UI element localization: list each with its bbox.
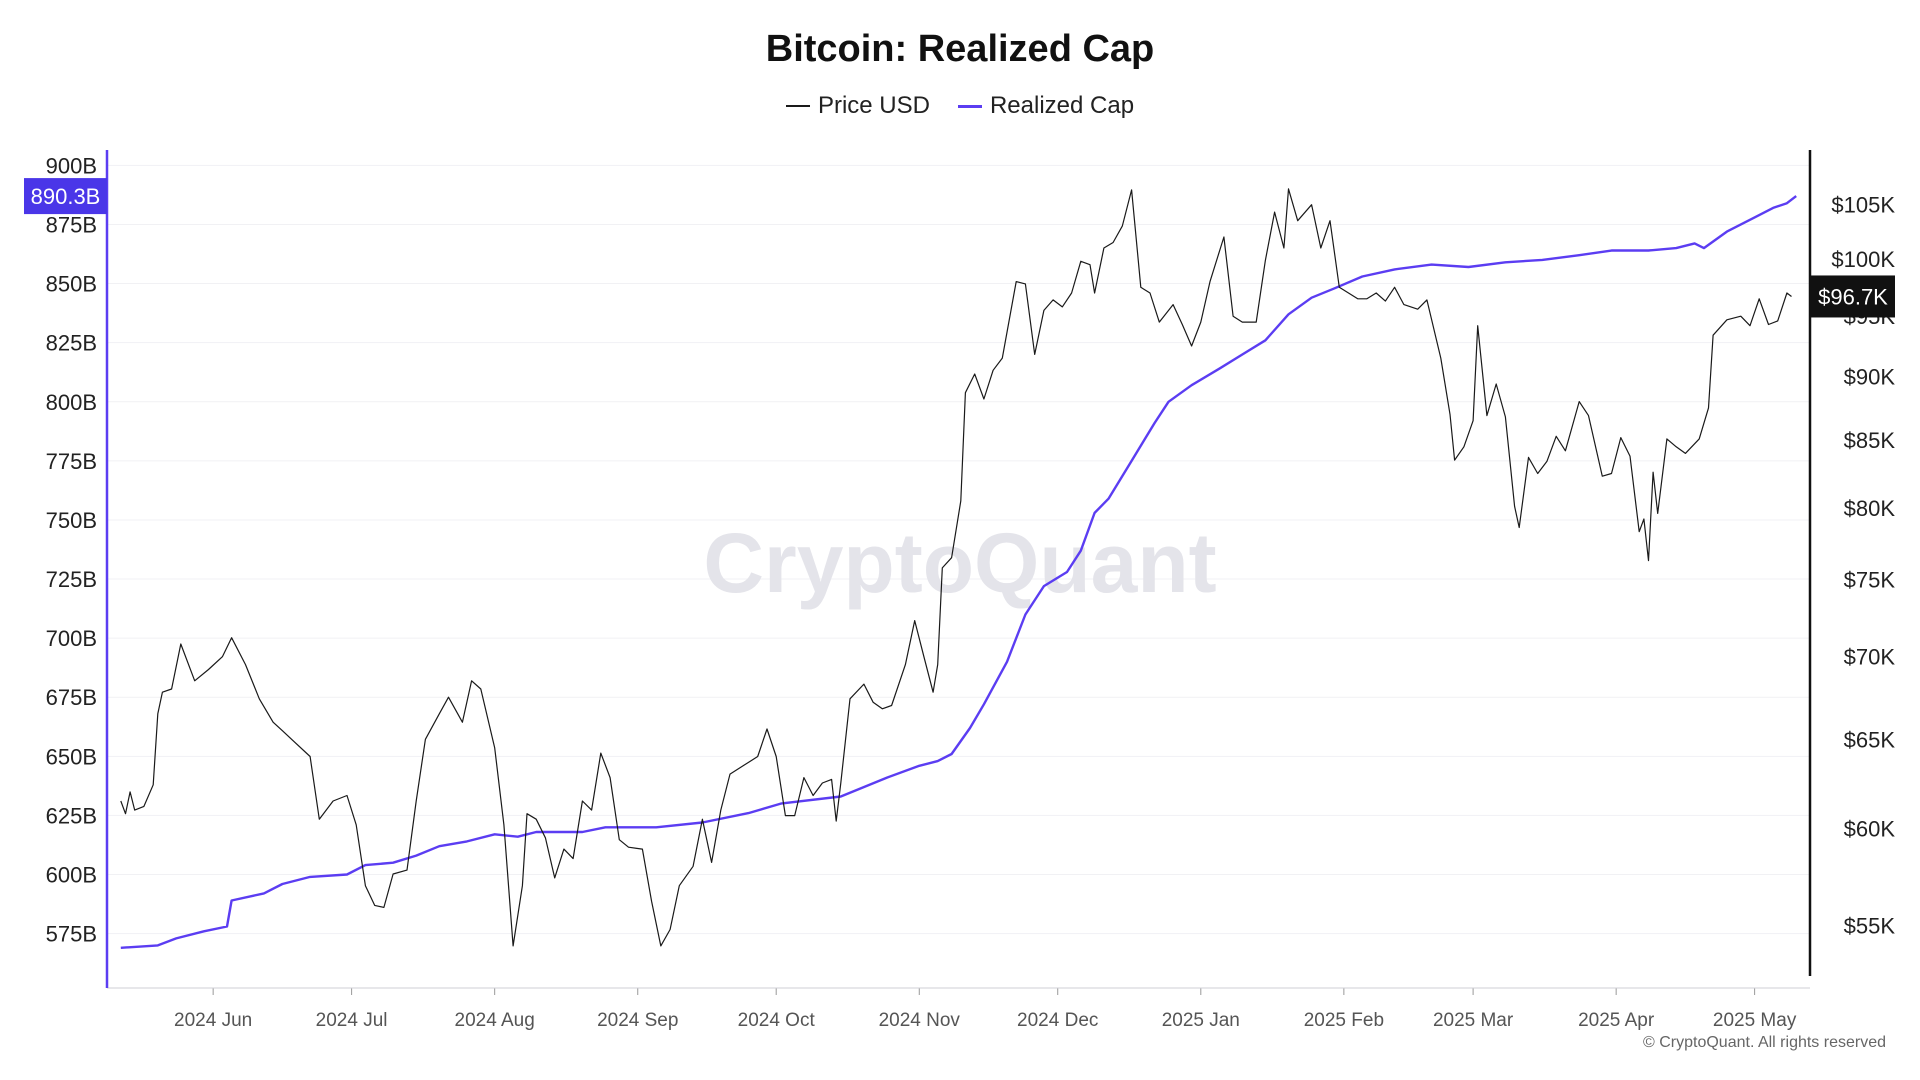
x-tick-label: 2024 Nov	[879, 1010, 961, 1031]
legend-item-price[interactable]: Price USD	[785, 92, 930, 120]
y-left-tick-label: 850B	[46, 272, 97, 297]
y-right-tick-label: $105K	[1831, 193, 1895, 218]
x-tick-label: 2025 Mar	[1433, 1010, 1514, 1031]
x-tick-label: 2024 Oct	[738, 1010, 816, 1031]
watermark: CryptoQuant	[703, 516, 1216, 610]
legend-item-cap[interactable]: Realized Cap	[957, 92, 1135, 120]
y-right-tick-label: $90K	[1844, 365, 1896, 390]
y-left-tick-label: 775B	[46, 449, 97, 474]
y-right-tick-label: $85K	[1844, 428, 1896, 453]
chart-title: Bitcoin: Realized Cap	[765, 28, 1155, 70]
y-right-tick-label: $65K	[1844, 727, 1896, 752]
y-right-tick-label: $80K	[1844, 496, 1896, 521]
y-left-tick-label: 675B	[46, 685, 97, 710]
y-left-tick-label: 875B	[46, 212, 97, 237]
y-left-tick-label: 600B	[46, 863, 97, 888]
value-badges: 890.3B $96.7K	[24, 178, 1895, 318]
legend-swatch-cap	[957, 104, 982, 108]
y-left-tick-label: 575B	[46, 922, 97, 947]
y-right-tick-label: $70K	[1844, 645, 1896, 670]
x-tick-label: 2024 Dec	[1017, 1010, 1098, 1031]
y-left-tick-label: 700B	[46, 626, 97, 651]
legend-swatch-price	[785, 105, 810, 107]
cap-badge-bg	[24, 178, 107, 215]
cap-current-value-label: 890.3B	[31, 184, 101, 209]
series-line-price-usd	[120, 188, 1792, 947]
copyright-notice: © CryptoQuant. All rights reserved	[1643, 1034, 1886, 1051]
y-left-tick-label: 900B	[46, 153, 97, 178]
x-tick-label: 2024 Jun	[174, 1010, 252, 1031]
y-right-tick-label: $75K	[1844, 568, 1896, 593]
x-tick-label: 2024 Sep	[597, 1010, 678, 1031]
y-left-tick-label: 725B	[46, 567, 97, 592]
y-left-tick-label: 650B	[46, 744, 97, 769]
x-tick-label: 2024 Aug	[455, 1010, 535, 1031]
y-right-tick-label: $100K	[1831, 247, 1895, 272]
legend-label-price: Price USD	[817, 92, 930, 119]
gridlines	[107, 164, 1810, 935]
x-tick-label: 2025 May	[1713, 1010, 1797, 1031]
x-tick-label: 2025 Feb	[1304, 1010, 1384, 1031]
series	[120, 188, 1797, 949]
x-tick-label: 2025 Jan	[1162, 1010, 1240, 1031]
x-tick-label: 2025 Apr	[1578, 1010, 1655, 1031]
y-left-tick-label: 800B	[46, 390, 97, 415]
y-left-tick-label: 825B	[46, 331, 97, 356]
series-line-realized-cap	[120, 195, 1797, 949]
price-badge-bg	[1811, 275, 1895, 318]
axes: 575B 600B 625B 650B 675B 700B 725B 750B 775B 800B…	[46, 150, 1896, 1031]
x-tick-label: 2024 Jul	[316, 1010, 388, 1031]
y-left-tick-label: 750B	[46, 508, 97, 533]
price-current-value-label: $96.7K	[1818, 284, 1888, 309]
y-right-tick-label: $60K	[1844, 816, 1896, 841]
y-right-tick-label: $55K	[1844, 913, 1896, 938]
chart-legend: Price USD Realized Cap	[0, 92, 1920, 120]
legend-label-cap: Realized Cap	[989, 92, 1135, 119]
y-left-tick-label: 625B	[46, 803, 97, 828]
